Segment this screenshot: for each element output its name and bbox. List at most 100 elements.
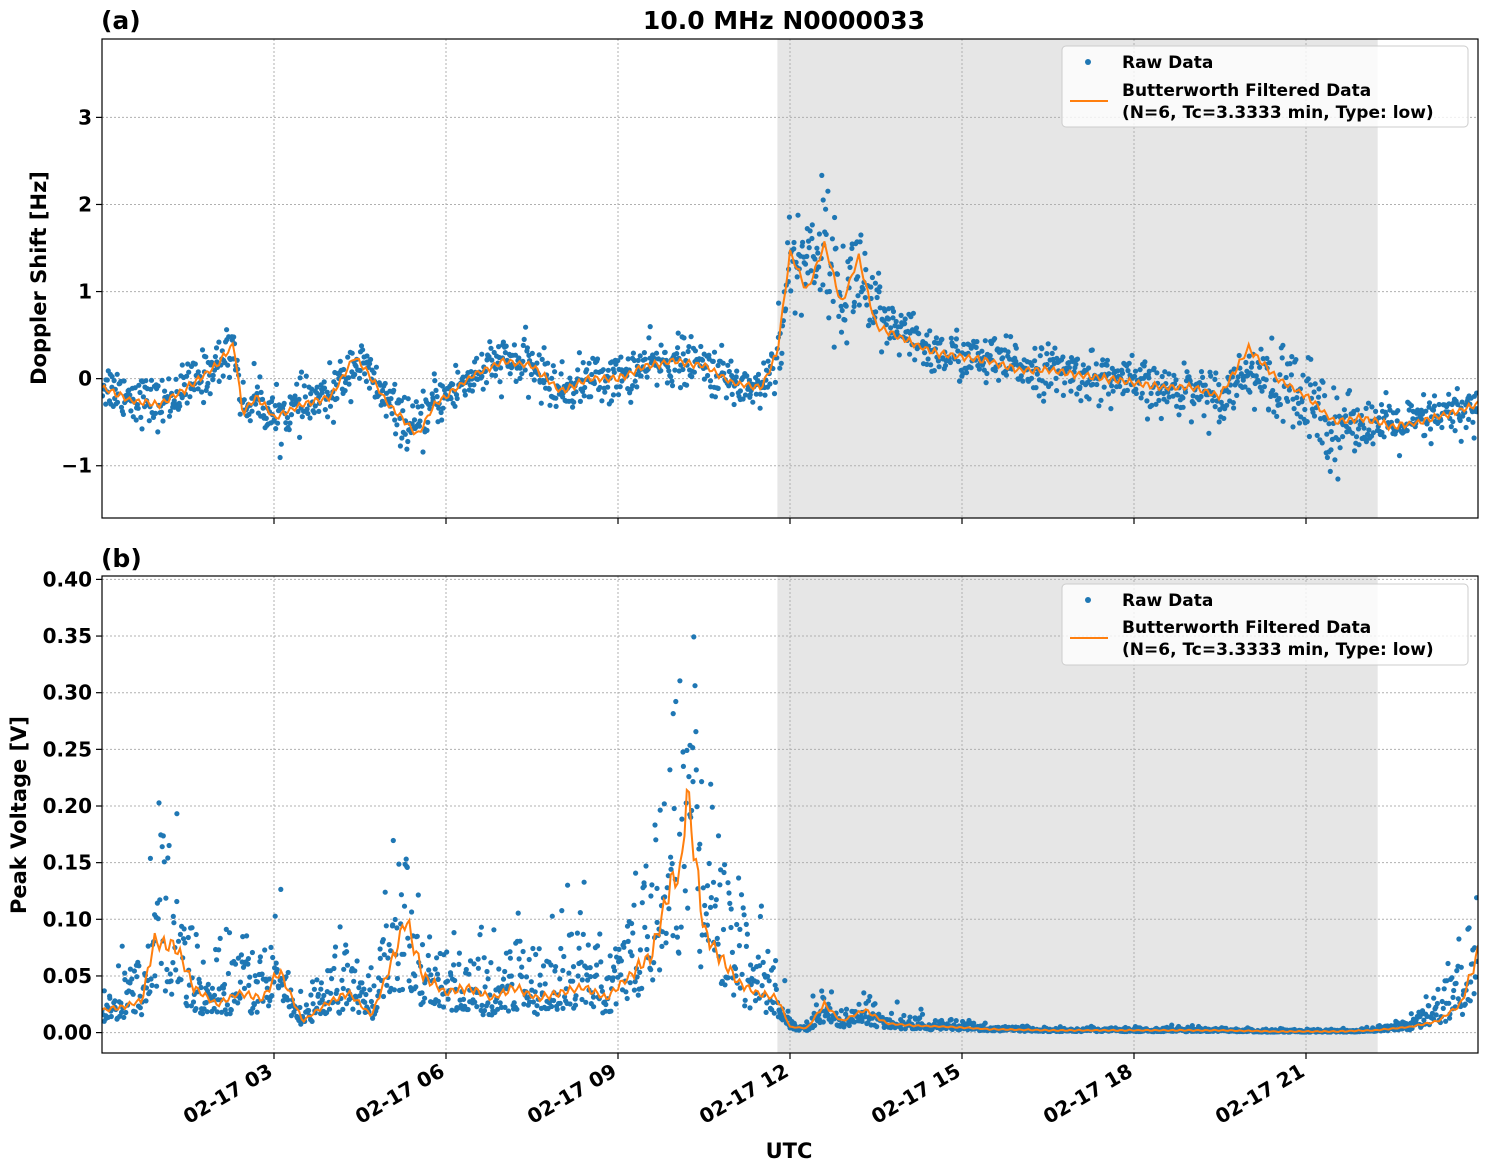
panel-a-raw-point [177, 403, 183, 409]
panel-a-raw-point [448, 396, 454, 402]
panel-b-raw-point [190, 999, 197, 1005]
panel-b-raw-point [737, 985, 743, 991]
panel-a-raw-point [1153, 401, 1159, 407]
panel-a-raw-point [924, 361, 930, 367]
panel-a-raw-point [517, 375, 523, 381]
panel-b-raw-point [174, 898, 180, 905]
panel-a-raw-point [772, 379, 779, 385]
panel-a-raw-point [240, 379, 246, 385]
panel-a-raw-point [1331, 385, 1337, 391]
panel-b-raw-point [270, 954, 276, 961]
panel-a-raw-point [602, 389, 608, 395]
panel-b-raw-point [130, 991, 136, 997]
panel-a-raw-point [586, 360, 592, 366]
panel-b-raw-point [664, 885, 670, 891]
panel-a-raw-point [523, 324, 529, 330]
panel-b-raw-point [511, 1000, 517, 1006]
panel-a-raw-point [872, 280, 879, 286]
panel-a-raw-point [420, 388, 426, 394]
panel-a-raw-point [1146, 368, 1152, 374]
panel-b-raw-point [321, 992, 327, 999]
panel-a-raw-point [1052, 345, 1058, 351]
panel-a-raw-point [1340, 434, 1346, 440]
panel-b-raw-point [613, 1001, 619, 1007]
panel-a-raw-point [843, 303, 849, 309]
panel-a-raw-point [979, 348, 985, 354]
panel-a-raw-point [699, 357, 706, 363]
panel-a-raw-point [220, 373, 226, 379]
panel-a-raw-point [591, 380, 598, 387]
panel-b-y-ticks: 0.00 0.05 0.10 0.15 0.20 0.25 0.30 0.35 0.40 [43, 567, 102, 1045]
panel-b-raw-point [1433, 1012, 1439, 1018]
panel-b-raw-point [585, 942, 591, 948]
panel-b-raw-point [846, 1022, 852, 1029]
panel-b-raw-point [482, 984, 488, 990]
panel-a-raw-point [913, 325, 920, 331]
panel-b-raw-point [515, 910, 521, 916]
panel-a-raw-point [511, 342, 517, 348]
panel-a-raw-point [1366, 427, 1372, 433]
panel-a-raw-point [675, 330, 681, 336]
panel-b-raw-point [742, 1003, 748, 1009]
panel-b-raw-point [444, 949, 450, 955]
panel-b-raw-point [415, 892, 421, 898]
panel-a-raw-point [947, 359, 954, 366]
panel-b-raw-point [519, 964, 525, 970]
panel-b-raw-point [1451, 987, 1457, 994]
panel-a-raw-point [1176, 412, 1182, 418]
panel-a-raw-point [302, 394, 308, 400]
panel-a-raw-point [1149, 402, 1155, 408]
panel-b-raw-point [825, 1012, 831, 1018]
panel-b-ylabel: Peak Voltage [V] [7, 716, 31, 914]
panel-b-raw-point [185, 934, 191, 941]
panel-b-raw-point [624, 995, 630, 1002]
panel-b-raw-point [598, 984, 604, 990]
panel-a-raw-point [488, 345, 494, 351]
panel-a-raw-point [1073, 361, 1079, 367]
panel-b-raw-point [1434, 1000, 1440, 1007]
panel-a-raw-point [668, 374, 674, 380]
panel-a-raw-point [619, 378, 625, 384]
panel-b-raw-point [639, 900, 645, 906]
panel-b-raw-point [157, 897, 163, 903]
panel-b-raw-point [148, 976, 154, 982]
panel-b-raw-point [129, 976, 135, 982]
panel-b-raw-point [758, 903, 765, 909]
panel-b-raw-point [337, 924, 343, 930]
panel-a-raw-point [103, 401, 109, 407]
panel-b-raw-point [117, 1013, 123, 1019]
panel-b-raw-point [177, 931, 183, 938]
panel-a-raw-point [1308, 356, 1314, 362]
panel-b-raw-point [1445, 960, 1451, 967]
panel-a-raw-point [452, 403, 458, 409]
panel-b-raw-point [568, 931, 575, 937]
panel-b-raw-point [332, 953, 338, 959]
panel-a-raw-point [1108, 406, 1114, 412]
panel-a-raw-point [513, 378, 519, 384]
panel-b-raw-point [331, 965, 337, 972]
panel-b-raw-point [706, 860, 712, 867]
panel-b-raw-point [264, 985, 270, 991]
panel-a-raw-point [366, 385, 373, 391]
panel-a-raw-point [1098, 397, 1104, 403]
panel-a-raw-point [740, 396, 746, 402]
panel-a-raw-point [325, 414, 331, 420]
panel-b-raw-point [225, 970, 231, 977]
panel-a-raw-point [778, 360, 784, 366]
panel-a-raw-point [415, 404, 421, 410]
panel-b-raw-point [566, 970, 572, 976]
panel-a-raw-point [114, 371, 120, 377]
panel-a-raw-point [987, 353, 993, 359]
panel-a-raw-point [1216, 419, 1222, 425]
panel-a-raw-point [953, 336, 960, 342]
panel-a-raw-point [498, 394, 505, 400]
panel-a-raw-point [1347, 419, 1354, 425]
panel-a-raw-point [857, 239, 863, 245]
panel-b-raw-point [435, 976, 441, 983]
panel-a-raw-point [705, 372, 711, 379]
panel-a-raw-point [655, 356, 662, 362]
panel-a-raw-point [1236, 352, 1242, 359]
panel-a-raw-point [823, 206, 829, 212]
panel-b-raw-point [629, 953, 635, 959]
panel-a-raw-point [539, 356, 545, 362]
